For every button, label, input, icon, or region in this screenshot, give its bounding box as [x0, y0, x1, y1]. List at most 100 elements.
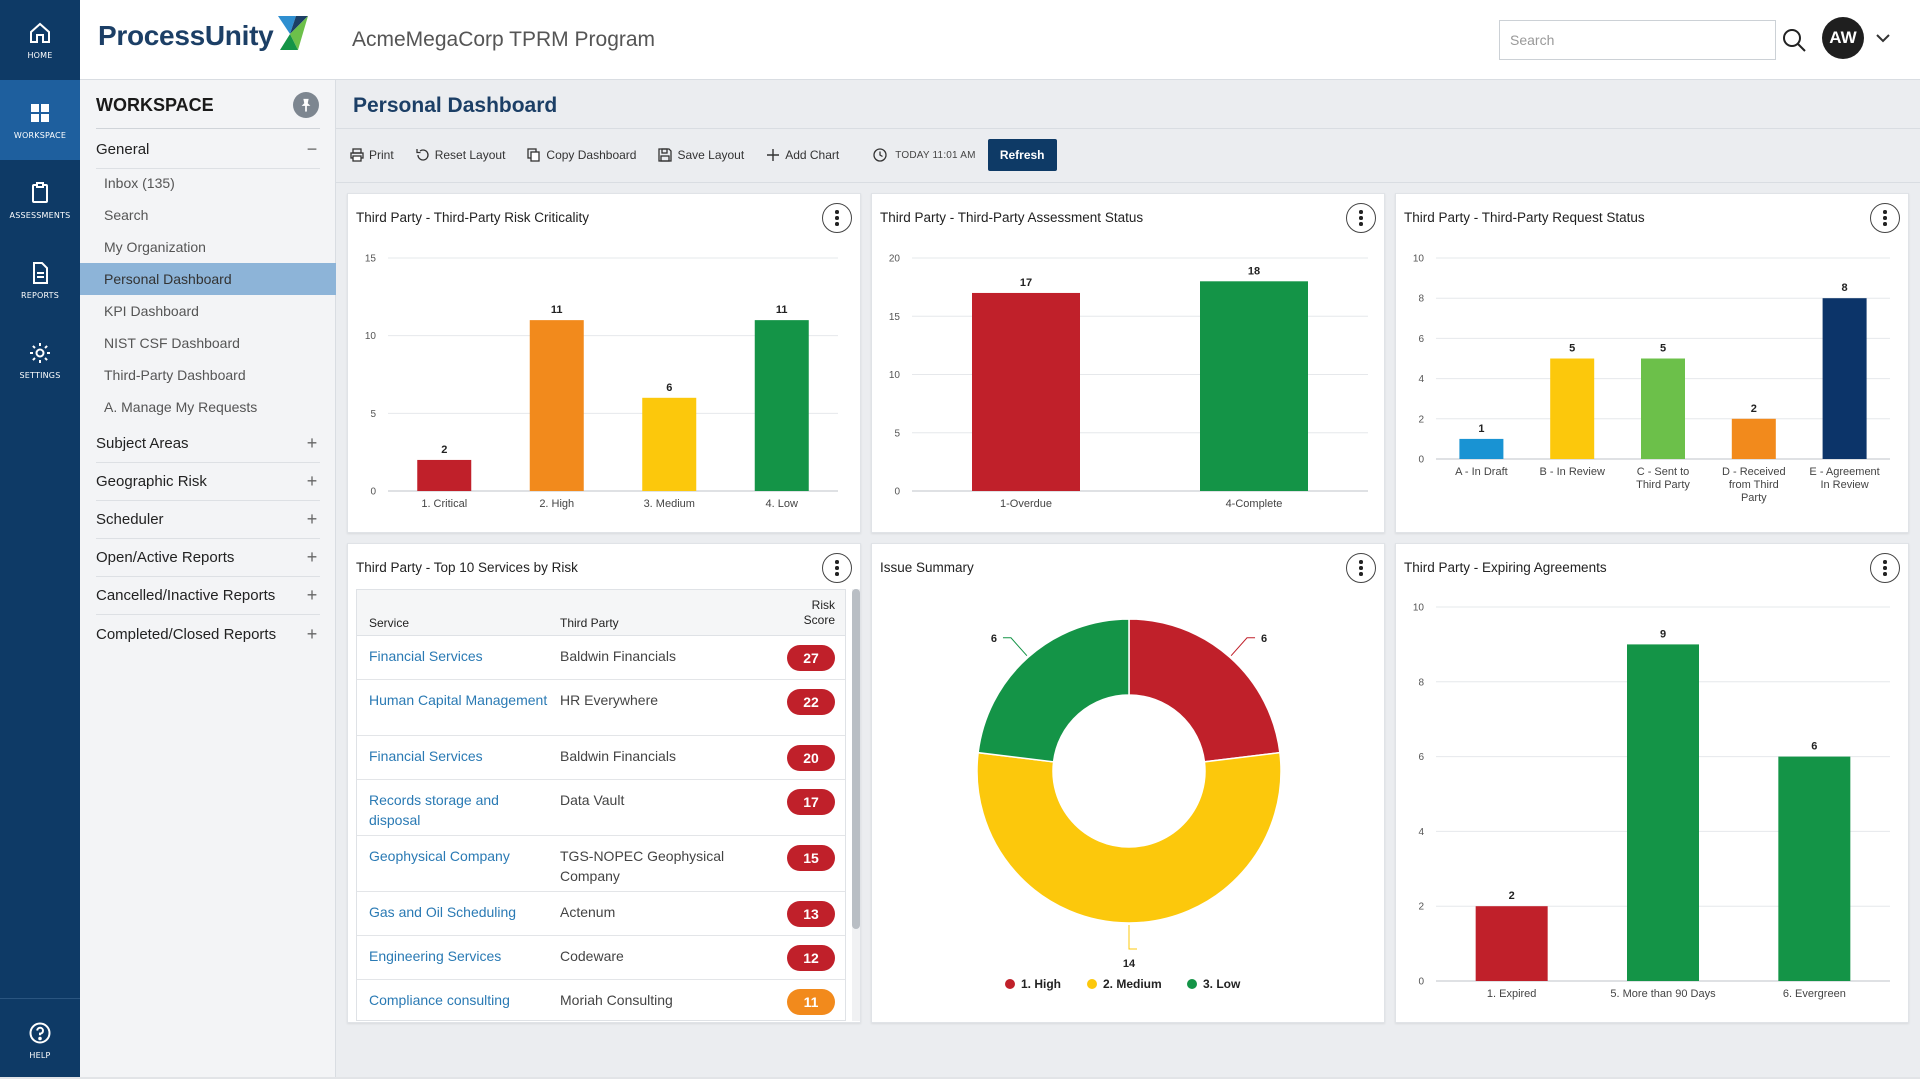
sidebar-item-kpi-dashboard[interactable]: KPI Dashboard [104, 303, 199, 319]
data-label: 11 [776, 304, 788, 316]
x-tick-label: A - In Draft [1455, 466, 1508, 478]
sidebar-section-scheduler[interactable]: Scheduler + [96, 501, 320, 539]
request-status-card: Third Party - Third-Party Request Status… [1395, 193, 1909, 533]
y-tick-label: 2 [1418, 414, 1424, 425]
search-button[interactable] [1780, 26, 1808, 54]
table-row[interactable]: Compliance consulting Moriah Consulting 11 [357, 980, 845, 1020]
table-row[interactable]: Records storage and disposal Data Vault 17 [357, 780, 845, 836]
y-tick-label: 0 [1418, 455, 1424, 466]
sidebar-item-my-organization[interactable]: My Organization [104, 239, 206, 255]
copy-icon [527, 148, 541, 162]
user-avatar[interactable]: AW [1822, 17, 1864, 59]
bar [1731, 418, 1776, 459]
section-label: Open/Active Reports [96, 549, 235, 566]
service-link[interactable]: Geophysical Company [369, 848, 510, 864]
card-menu-button[interactable] [1346, 203, 1376, 233]
card-menu-button[interactable] [1870, 553, 1900, 583]
request-status-chart: 0 2 4 6 8 10 1 A - In Draft 5 B - In Review 5 C - S… [1413, 254, 1890, 504]
table-row[interactable]: Financial Services Baldwin Financials 20 [357, 736, 845, 780]
legend-label: 1. High [1021, 977, 1061, 991]
nav-settings[interactable]: SETTINGS [0, 320, 80, 400]
add-chart-label: Add Chart [785, 148, 840, 162]
nav-assessments-label: ASSESSMENTS [9, 210, 71, 220]
x-tick-label: B - In Review [1539, 466, 1604, 478]
sidebar-item-nist-csf-dashboard[interactable]: NIST CSF Dashboard [104, 335, 240, 351]
service-link[interactable]: Human Capital Management [369, 692, 548, 708]
table-row[interactable]: Financial Services Baldwin Financials 27 [357, 636, 845, 680]
data-label: 2 [1509, 890, 1515, 902]
x-tick-label: 6. Evergreen [1783, 988, 1846, 1000]
save-layout-button[interactable]: Save Layout [658, 148, 744, 162]
service-link[interactable]: Records storage and disposal [369, 792, 499, 828]
service-link[interactable]: Gas and Oil Scheduling [369, 904, 517, 920]
add-chart-button[interactable]: Add Chart [766, 148, 839, 162]
service-link[interactable]: Compliance consulting [369, 992, 510, 1008]
nav-workspace[interactable]: WORKSPACE [0, 80, 80, 160]
home-icon [30, 22, 50, 43]
nav-reports[interactable]: REPORTS [0, 240, 80, 320]
sidebar-section-general[interactable]: General − [96, 131, 320, 169]
slice-label: 6 [991, 633, 997, 645]
sidebar-item-manage-my-requests[interactable]: A. Manage My Requests [104, 399, 258, 415]
column-header-risk-score[interactable]: Risk Score [775, 598, 835, 628]
card-menu-button[interactable] [822, 553, 852, 583]
sidebar-item-search[interactable]: Search [104, 207, 149, 223]
nav-reports-label: REPORTS [20, 290, 60, 300]
table-row[interactable]: Human Capital Management HR Everywhere 22 [357, 680, 845, 736]
card-title: Issue Summary [880, 560, 974, 575]
y-tick-label: 6 [1418, 752, 1424, 763]
table-row[interactable]: Gas and Oil Scheduling Actenum 13 [357, 892, 845, 936]
service-link[interactable]: Engineering Services [369, 948, 502, 964]
column-header-service[interactable]: Service [369, 616, 410, 630]
bar [1200, 281, 1308, 491]
table-row[interactable]: Geophysical Company TGS-NOPEC Geophysical… [357, 836, 845, 892]
expiring-agreements-chart: 0 2 4 6 8 10 2 1. Expired 9 5. More than 90 Days 6… [1413, 603, 1890, 1000]
refresh-button[interactable]: Refresh [987, 139, 1057, 171]
sidebar-section-geographic-risk[interactable]: Geographic Risk + [96, 463, 320, 501]
workspace-sidebar: WORKSPACE General − Inbox (135) Search M… [80, 80, 336, 1079]
nav-help[interactable]: HELP [0, 1000, 80, 1079]
service-link[interactable]: Financial Services [369, 648, 483, 664]
nav-home[interactable]: HOME [0, 0, 80, 80]
copy-dashboard-button[interactable]: Copy Dashboard [527, 148, 636, 162]
slice-leader-line [1230, 637, 1256, 657]
sidebar-item-third-party-dashboard[interactable]: Third-Party Dashboard [104, 367, 246, 383]
column-header-third-party[interactable]: Third Party [560, 616, 619, 630]
third-party-cell: Data Vault [560, 792, 625, 808]
card-menu-button[interactable] [822, 203, 852, 233]
sidebar-item-inbox[interactable]: Inbox (135) [104, 175, 175, 191]
third-party-cell: Baldwin Financials [560, 748, 676, 764]
section-label: Geographic Risk [96, 473, 207, 490]
bottom-border [0, 1077, 1920, 1079]
search-input[interactable] [1499, 20, 1776, 60]
data-label: 5 [1660, 343, 1666, 355]
card-menu-button[interactable] [1870, 203, 1900, 233]
reset-layout-button[interactable]: Reset Layout [416, 148, 505, 162]
x-tick-label: 1. Expired [1487, 988, 1537, 1000]
y-tick-label: 10 [1413, 254, 1425, 265]
user-menu-toggle[interactable] [1875, 30, 1891, 46]
print-button[interactable]: Print [350, 148, 394, 162]
scroll-thumb[interactable] [852, 589, 860, 929]
service-link[interactable]: Financial Services [369, 748, 483, 764]
expand-icon: + [306, 547, 318, 567]
donut-slice [976, 751, 1282, 924]
nav-assessments[interactable]: ASSESSMENTS [0, 160, 80, 240]
help-icon [29, 1022, 51, 1043]
sidebar-section-cancelled-inactive-reports[interactable]: Cancelled/Inactive Reports + [96, 577, 320, 615]
data-label: 11 [551, 304, 563, 316]
logo-mark-icon [278, 16, 309, 50]
sidebar-section-open-active-reports[interactable]: Open/Active Reports + [96, 539, 320, 577]
sidebar-item-personal-dashboard[interactable]: Personal Dashboard [80, 263, 336, 295]
third-party-cell: HR Everywhere [560, 692, 659, 708]
copy-dashboard-label: Copy Dashboard [546, 148, 637, 162]
card-menu-button[interactable] [1346, 553, 1376, 583]
pin-sidebar-button[interactable] [293, 92, 319, 118]
sidebar-section-completed-closed-reports[interactable]: Completed/Closed Reports + [96, 615, 320, 653]
nav-divider [0, 998, 80, 999]
table-scrollbar[interactable] [852, 589, 860, 1021]
expiring-agreements-card: Third Party - Expiring Agreements 0 2 4 6 8 1… [1395, 543, 1909, 1023]
processunity-logo[interactable]: ProcessUnity [98, 16, 310, 52]
table-row[interactable]: Engineering Services Codeware 12 [357, 936, 845, 980]
sidebar-section-subject-areas[interactable]: Subject Areas + [96, 425, 320, 463]
